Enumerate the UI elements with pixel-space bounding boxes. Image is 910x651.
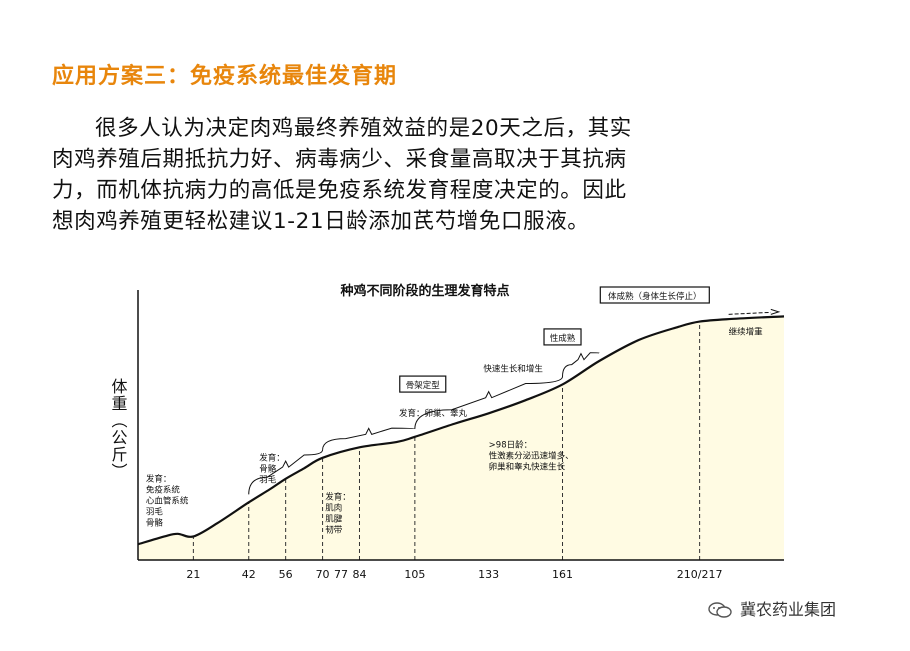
- annotation-line: 羽毛: [146, 506, 164, 517]
- box-sexmat: 性成熟: [543, 328, 582, 346]
- continue-arrow-head: [770, 308, 781, 315]
- box-label: 骨架定型: [406, 380, 441, 391]
- stage-brace-1: [248, 449, 324, 495]
- box-label: 性成熟: [550, 333, 576, 344]
- stage-brace-4: [562, 352, 600, 377]
- watermark-text: 冀农药业集团: [740, 600, 837, 619]
- annotation-line: 免疫系统: [146, 484, 181, 495]
- area-fill: [138, 316, 784, 560]
- stage-brace-3: [414, 376, 564, 429]
- annotation-line: 发育：卵巢、睾丸: [399, 408, 468, 419]
- annotation-stage6: >98日龄：性激素分泌迅速增多、卵巢和睾丸快速生长: [489, 439, 574, 472]
- intro-line-1: 很多人认为决定肉鸡最终养殖效益的是20天之后，其实: [95, 116, 632, 141]
- x-tick-label: 210/217: [677, 568, 723, 581]
- annotation-line: 发育：: [146, 473, 172, 484]
- intro-line-3: 力，而机体抗病力的高低是免疫系统发育程度决定的。因此: [52, 178, 627, 203]
- annotation-line: 快速生长和增生: [483, 363, 543, 374]
- annotation-line: 肌腱: [325, 514, 343, 525]
- continue-arrow: [728, 311, 771, 315]
- annotation-line: 发育：: [259, 452, 285, 463]
- annotation-stage5: 快速生长和增生: [483, 363, 543, 374]
- annotation-line: 韧带: [325, 525, 343, 536]
- weight-curve: [137, 315, 785, 546]
- x-tick-label: 84: [352, 568, 366, 581]
- x-tick-label: 70: [316, 568, 330, 581]
- x-tick-label: 77: [334, 568, 348, 581]
- x-tick-label: 105: [404, 568, 425, 581]
- annotation-line: 羽毛: [259, 474, 277, 485]
- annotation-cont: 继续增重: [729, 327, 764, 338]
- intro-paragraph: 很多人认为决定肉鸡最终养殖效益的是20天之后，其实 肉鸡养殖后期抵抗力好、病毒病…: [52, 113, 872, 237]
- x-tick-label: 42: [242, 568, 256, 581]
- stage-brace-2: [322, 427, 416, 450]
- annotation-line: >98日龄：: [489, 439, 532, 450]
- annotation-line: 发育：: [325, 492, 351, 503]
- box-frame: [599, 286, 710, 304]
- x-tick-label: 161: [552, 568, 573, 581]
- x-tick-label: 133: [478, 568, 499, 581]
- x-tick-label: 21: [186, 568, 200, 581]
- x-tick-label: 56: [279, 568, 293, 581]
- annotation-line: 卵巢和睾丸快速生长: [489, 461, 566, 472]
- box-bodymat: 体成熟（身体生长停止）: [599, 286, 710, 304]
- annotation-line: 骨骼: [146, 517, 164, 528]
- annotation-line: 心血管系统: [146, 495, 189, 506]
- annotation-stage4: 发育：卵巢、睾丸: [399, 408, 468, 419]
- annotation-line: 骨骼: [259, 463, 277, 474]
- wechat-icon: [708, 602, 732, 618]
- y-axis-label: 体重（公斤）: [109, 378, 128, 480]
- slide-title: 应用方案三：免疫系统最佳发育期: [52, 64, 398, 89]
- box-frame: [543, 328, 582, 346]
- annotation-line: 性激素分泌迅速增多、: [489, 450, 574, 461]
- box-label: 体成熟（身体生长停止）: [608, 291, 702, 302]
- chart-title: 种鸡不同阶段的生理发育特点: [339, 283, 509, 299]
- intro-line-2: 肉鸡养殖后期抵抗力好、病毒病少、采食量高取决于其抗病: [52, 147, 627, 172]
- intro-line-4: 想肉鸡养殖更轻松建议1-21日龄添加芪芍增免口服液。: [52, 209, 590, 234]
- box-frame: [399, 375, 447, 393]
- box-skeleton: 骨架定型: [399, 375, 447, 393]
- watermark: 冀农药业集团: [708, 596, 836, 620]
- annotation-line: 继续增重: [729, 327, 764, 338]
- annotation-line: 肌肉: [325, 503, 342, 514]
